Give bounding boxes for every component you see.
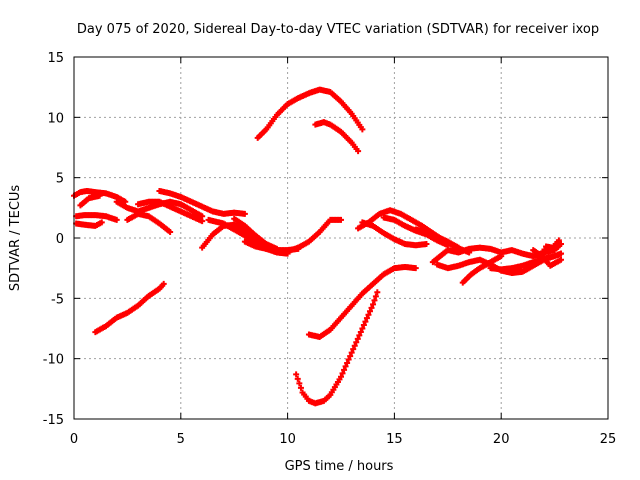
data-point — [339, 370, 346, 377]
ticks: 0 5 10 15 20 25 -15 -10 -5 0 5 10 15 — [43, 51, 617, 447]
data-point — [362, 318, 369, 325]
y-tick-label: 15 — [47, 51, 64, 66]
data-point — [167, 228, 174, 235]
series-arc-3 — [73, 219, 105, 229]
data-point — [338, 373, 344, 380]
series-arc-18 — [92, 280, 167, 336]
data-point — [558, 241, 565, 248]
data-point — [555, 237, 562, 244]
data-point — [357, 328, 364, 335]
y-tick-label: -15 — [43, 413, 64, 428]
data-point — [297, 384, 304, 391]
data-series — [71, 86, 565, 407]
data-point — [345, 356, 352, 363]
data-point — [372, 293, 379, 300]
data-point — [541, 246, 548, 253]
data-point — [355, 148, 362, 155]
data-point — [356, 332, 363, 339]
data-point — [160, 280, 167, 287]
data-point — [113, 216, 120, 223]
data-point — [359, 325, 366, 332]
series-arc-7 — [156, 187, 248, 217]
series-arc-6 — [124, 210, 174, 235]
x-tick-label: 25 — [600, 432, 617, 447]
y-tick-label: 5 — [56, 172, 64, 187]
data-point — [368, 304, 375, 311]
data-point — [354, 335, 361, 342]
data-point — [558, 250, 565, 257]
data-point — [98, 219, 105, 226]
series-arc-17 — [293, 289, 381, 407]
data-point — [294, 375, 301, 382]
data-point — [365, 311, 372, 318]
data-point — [363, 315, 370, 322]
series-arc-14 — [254, 86, 366, 141]
data-point — [199, 218, 206, 225]
y-tick-label: 0 — [56, 232, 64, 247]
x-tick-label: 10 — [279, 432, 296, 447]
series-arc-12 — [241, 238, 302, 254]
data-point — [341, 366, 348, 373]
data-point — [370, 301, 377, 308]
chart-title: Day 075 of 2020, Sidereal Day-to-day VTE… — [77, 22, 599, 37]
data-point — [296, 380, 303, 387]
data-point — [360, 322, 367, 329]
series-arc-16 — [305, 263, 419, 340]
data-point — [359, 126, 366, 133]
series-arc-25 — [459, 253, 505, 286]
data-point — [371, 297, 378, 304]
series-arc-2 — [73, 212, 120, 223]
data-point — [498, 253, 505, 260]
series-arc-28 — [530, 247, 565, 269]
data-point — [412, 265, 419, 272]
y-axis-label: SDTVAR / TECUs — [8, 185, 23, 292]
y-tick-label: -5 — [51, 292, 64, 307]
x-axis-label: GPS time / hours — [285, 459, 394, 474]
data-point — [338, 216, 344, 223]
x-tick-label: 5 — [177, 432, 185, 447]
series-arc-5 — [113, 198, 206, 220]
x-tick-label: 15 — [386, 432, 403, 447]
data-point — [423, 241, 430, 248]
data-point — [344, 359, 351, 366]
data-point — [374, 289, 381, 296]
data-point — [96, 192, 103, 199]
series-arc-1 — [71, 187, 129, 205]
series-arc-15 — [312, 119, 362, 155]
data-point — [351, 342, 358, 349]
series-arc-20 — [359, 219, 430, 249]
series-arc-22 — [412, 226, 462, 251]
x-tick-label: 20 — [493, 432, 510, 447]
data-point — [293, 371, 300, 378]
x-tick-label: 0 — [70, 432, 78, 447]
data-point — [241, 210, 248, 217]
data-point — [342, 363, 349, 370]
data-point — [347, 353, 354, 360]
y-tick-label: -10 — [43, 353, 64, 368]
grid — [74, 57, 608, 419]
series-arc-4 — [77, 192, 103, 209]
series-arc-8 — [135, 198, 206, 225]
data-point — [350, 346, 357, 353]
data-point — [348, 349, 355, 356]
data-point — [353, 339, 360, 346]
data-point — [558, 256, 565, 263]
y-tick-label: 10 — [47, 111, 64, 126]
data-point — [366, 308, 373, 315]
series-arc-13 — [295, 216, 344, 251]
